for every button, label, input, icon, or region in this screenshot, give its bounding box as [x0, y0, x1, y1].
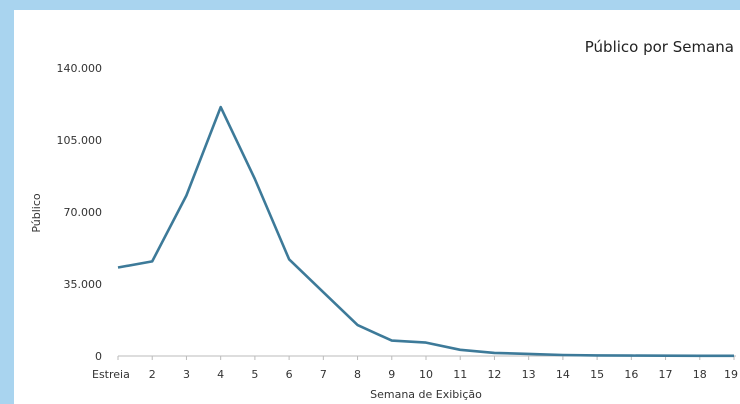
- x-tick-label: 10: [419, 368, 433, 381]
- x-tick-label: Estreia: [92, 368, 130, 381]
- x-tick-label: 13: [522, 368, 536, 381]
- x-tick-label: 8: [354, 368, 361, 381]
- series-layer: [117, 105, 734, 358]
- x-tick-label: 14: [556, 368, 570, 381]
- x-tick-label: 11: [453, 368, 467, 381]
- x-tick-label: 16: [624, 368, 638, 381]
- x-tick-label: 4: [217, 368, 224, 381]
- x-axis-label: Semana de Exibição: [370, 388, 482, 401]
- y-tick-label: 105.000: [57, 134, 103, 147]
- x-tick-label: 9: [388, 368, 395, 381]
- x-tick-label: 19: [724, 368, 738, 381]
- x-tick-label: 7: [320, 368, 327, 381]
- y-tick-label: 0: [95, 350, 102, 363]
- x-tick-label: 3: [183, 368, 190, 381]
- series-line: [117, 105, 734, 358]
- chart-title: Público por Semana: [585, 38, 734, 56]
- y-tick-label: 35.000: [64, 278, 103, 291]
- x-tick-label: 2: [149, 368, 156, 381]
- y-axis-label: Público: [30, 193, 43, 233]
- x-axis: Estreia 2 3 4 5 6 7 8 9 10 11 12 13 14 15 16 17 18 19: [92, 356, 738, 381]
- x-tick-label: 6: [286, 368, 293, 381]
- x-tick-label: 5: [251, 368, 258, 381]
- x-tick-label: 18: [693, 368, 707, 381]
- x-tick-label: 15: [590, 368, 604, 381]
- y-tick-label: 70.000: [64, 206, 103, 219]
- y-tick-label: 140.000: [57, 62, 103, 75]
- x-tick-label: 17: [659, 368, 673, 381]
- x-tick-label: 12: [487, 368, 501, 381]
- chart-card: [14, 10, 740, 404]
- y-axis: 0 35.000 70.000 105.000 140.000: [57, 62, 103, 363]
